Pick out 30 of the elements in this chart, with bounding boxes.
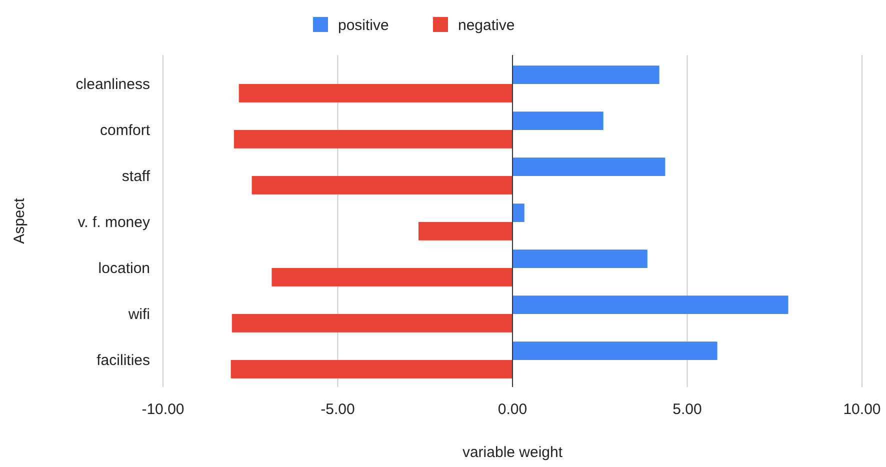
y-tick-label: v. f. money (78, 214, 150, 231)
y-axis-title: Aspect (11, 197, 28, 244)
x-tick-label: -10.00 (142, 401, 184, 418)
bar (512, 158, 666, 176)
bar (234, 130, 512, 148)
bar (232, 314, 512, 332)
bar (512, 296, 788, 314)
y-tick-label: staff (122, 168, 151, 185)
bar (230, 360, 512, 378)
bar (238, 84, 512, 102)
y-tick-label: comfort (100, 122, 151, 139)
x-tick-label: 5.00 (672, 401, 702, 418)
bar (512, 204, 524, 222)
bar (512, 112, 604, 130)
bar (418, 222, 512, 240)
bar (512, 66, 660, 84)
x-tick-label: 10.00 (843, 401, 881, 418)
x-axis-title: variable weight (462, 444, 564, 461)
bar (512, 342, 718, 360)
y-tick-label: facilities (96, 352, 150, 369)
x-tick-label: -5.00 (320, 401, 355, 418)
legend-label: positive (338, 17, 389, 34)
x-tick-label: 0.00 (498, 401, 528, 418)
bar (272, 268, 512, 286)
y-tick-label: wifi (127, 306, 150, 323)
bar (512, 250, 648, 268)
y-tick-label: cleanliness (76, 76, 150, 93)
y-tick-label: location (98, 260, 150, 277)
bar (252, 176, 512, 194)
legend-label: negative (458, 17, 515, 34)
